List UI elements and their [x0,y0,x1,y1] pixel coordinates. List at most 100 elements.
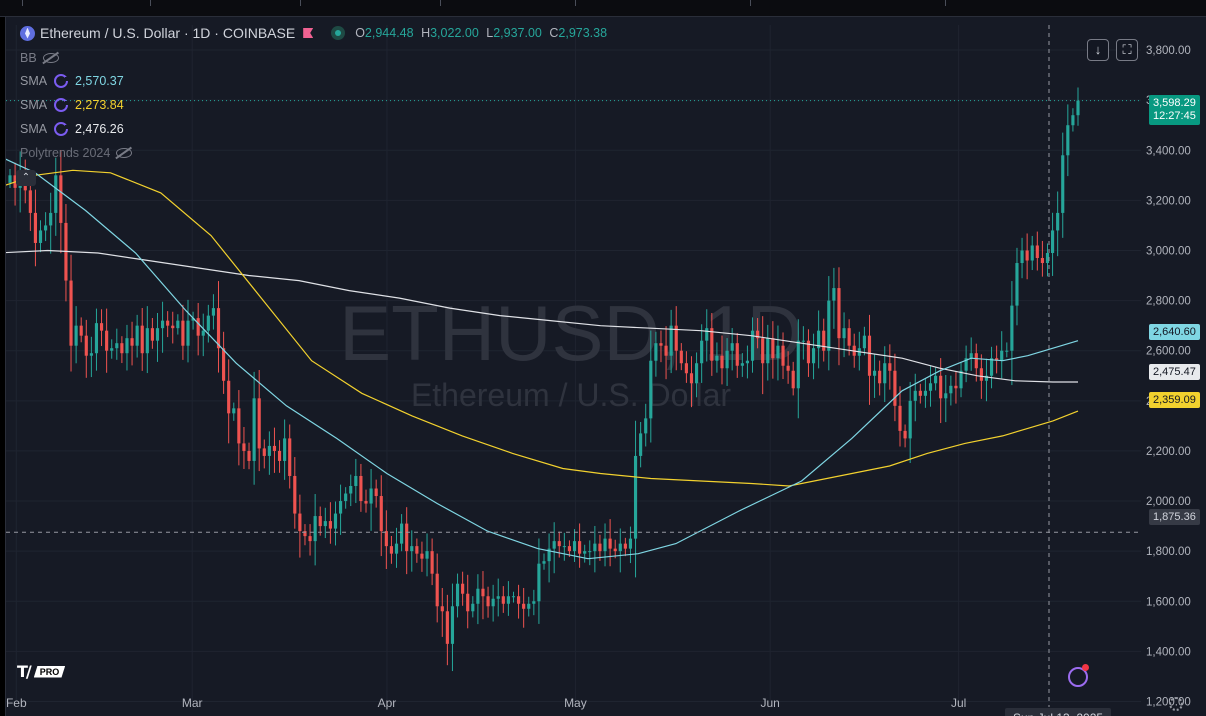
candle-up [1056,212,1060,231]
indicator-name: SMA [20,98,48,112]
candle-up [1020,250,1024,264]
candle-up [730,343,734,351]
x-tick-label: Apr [378,696,397,710]
candle-down [227,380,231,414]
indicator-polytrends[interactable]: Polytrends 2024 [20,146,133,160]
crosshair-date-label: Sun Jul 13, 2025 [1005,708,1112,716]
candle-down [374,488,378,497]
indicator-sma-3[interactable]: SMA 2,476.26 [20,122,124,136]
hidden-eye-icon[interactable] [116,148,133,158]
candle-down [430,551,434,574]
candle-up [506,596,510,604]
candle-up [1005,350,1009,352]
symbol-title[interactable]: Ethereum / U.S. Dollar · 1D · COINBASE [40,25,296,41]
candle-up [776,345,780,359]
candle-down [613,548,617,552]
candle-up [603,538,607,552]
candle-down [979,368,983,381]
indicator-sma-1[interactable]: SMA 2,570.37 [20,74,124,88]
tv-logo-icon: T/ [17,662,32,681]
collapse-legend-button[interactable]: ⌃ [16,170,36,186]
hidden-eye-icon[interactable] [42,53,59,63]
candle-down [837,288,841,339]
candle-down [735,343,739,366]
indicator-loading-icon [54,98,69,112]
price-chart[interactable]: 1,200.001,400.001,600.001,800.002,000.00… [6,17,1206,716]
candle-down [939,375,943,399]
settings-gear-icon[interactable] [1169,697,1183,711]
flag-icon[interactable] [303,28,314,38]
candle-down [272,445,277,451]
candle-up [944,393,948,399]
candle-down [105,330,109,351]
candle-down [28,190,32,213]
candle-up [750,330,755,361]
candle-down [756,330,760,339]
y-tick-label: 2,000.00 [1146,496,1191,508]
watermark-description: Ethereum / U.S. Dollar [411,377,731,413]
candle-up [1010,305,1014,351]
candle-up [400,523,404,544]
candle-down [293,475,297,514]
candle-down [761,338,765,364]
candle-down [664,345,668,356]
candle-up [74,325,78,346]
candle-down [415,546,419,554]
candle-up [1061,155,1065,213]
candle-up [491,598,495,607]
candle-down [567,546,572,552]
y-tick-label: 1,400.00 [1146,646,1191,658]
candle-up [496,596,500,599]
candle-up [186,320,190,346]
candle-down [84,335,88,356]
candle-down [898,405,902,431]
candle-up [1076,100,1080,116]
candle-up [176,320,180,329]
candle-up [969,353,973,359]
symbol-legend-row[interactable]: Ethereum / U.S. Dollar · 1D · COINBASE O… [20,25,607,41]
candle-up [639,433,643,456]
candle-down [150,328,154,341]
candle-up [49,212,53,226]
y-tick-label: 3,000.00 [1146,245,1191,257]
candle-down [69,280,73,346]
candle-up [206,315,210,331]
candle-up [232,408,236,414]
candle-down [308,536,312,542]
candle-down [888,363,892,371]
candle-down [720,355,724,369]
chart-area[interactable]: 1,200.00 1,400.00 1,600.00 1,800.00 2,000.00… [5,17,1206,716]
candle-down [522,603,526,609]
candle-down [710,328,714,361]
candle-up [201,330,205,336]
candle-down [822,330,826,351]
open-value: 2,944.48 [364,26,414,40]
download-button[interactable]: ↓ [1087,39,1109,61]
sparkle-icon[interactable] [1068,664,1089,687]
x-tick-label: Jul [951,696,966,710]
candle-up [811,348,816,364]
tradingview-logo[interactable]: T/ PRO [17,662,66,681]
candle-up [1066,125,1070,156]
candle-down [867,335,872,376]
candle-up [989,358,994,376]
candle-up [1050,230,1055,253]
candle-up [532,601,536,604]
candle-up [145,328,149,354]
candle-up [313,516,317,542]
candle-down [903,430,907,439]
indicator-sma-2[interactable]: SMA 2,273.84 [20,98,124,112]
candle-down [501,596,505,604]
ohlc-values: O2,944.48 H3,022.00 L2,937.00 C2,973.38 [355,26,607,40]
indicator-bb[interactable]: BB [20,51,59,65]
indicator-name: BB [20,51,37,65]
fullscreen-button[interactable]: ⛶ [1116,39,1138,61]
candle-up [583,551,587,554]
candle-down [59,175,63,223]
candle-up [1015,263,1019,306]
indicator-value: 2,273.84 [75,98,124,112]
candle-up [1045,252,1050,264]
candle-up [8,175,12,183]
candle-up [827,300,831,351]
candle-up [110,348,114,351]
